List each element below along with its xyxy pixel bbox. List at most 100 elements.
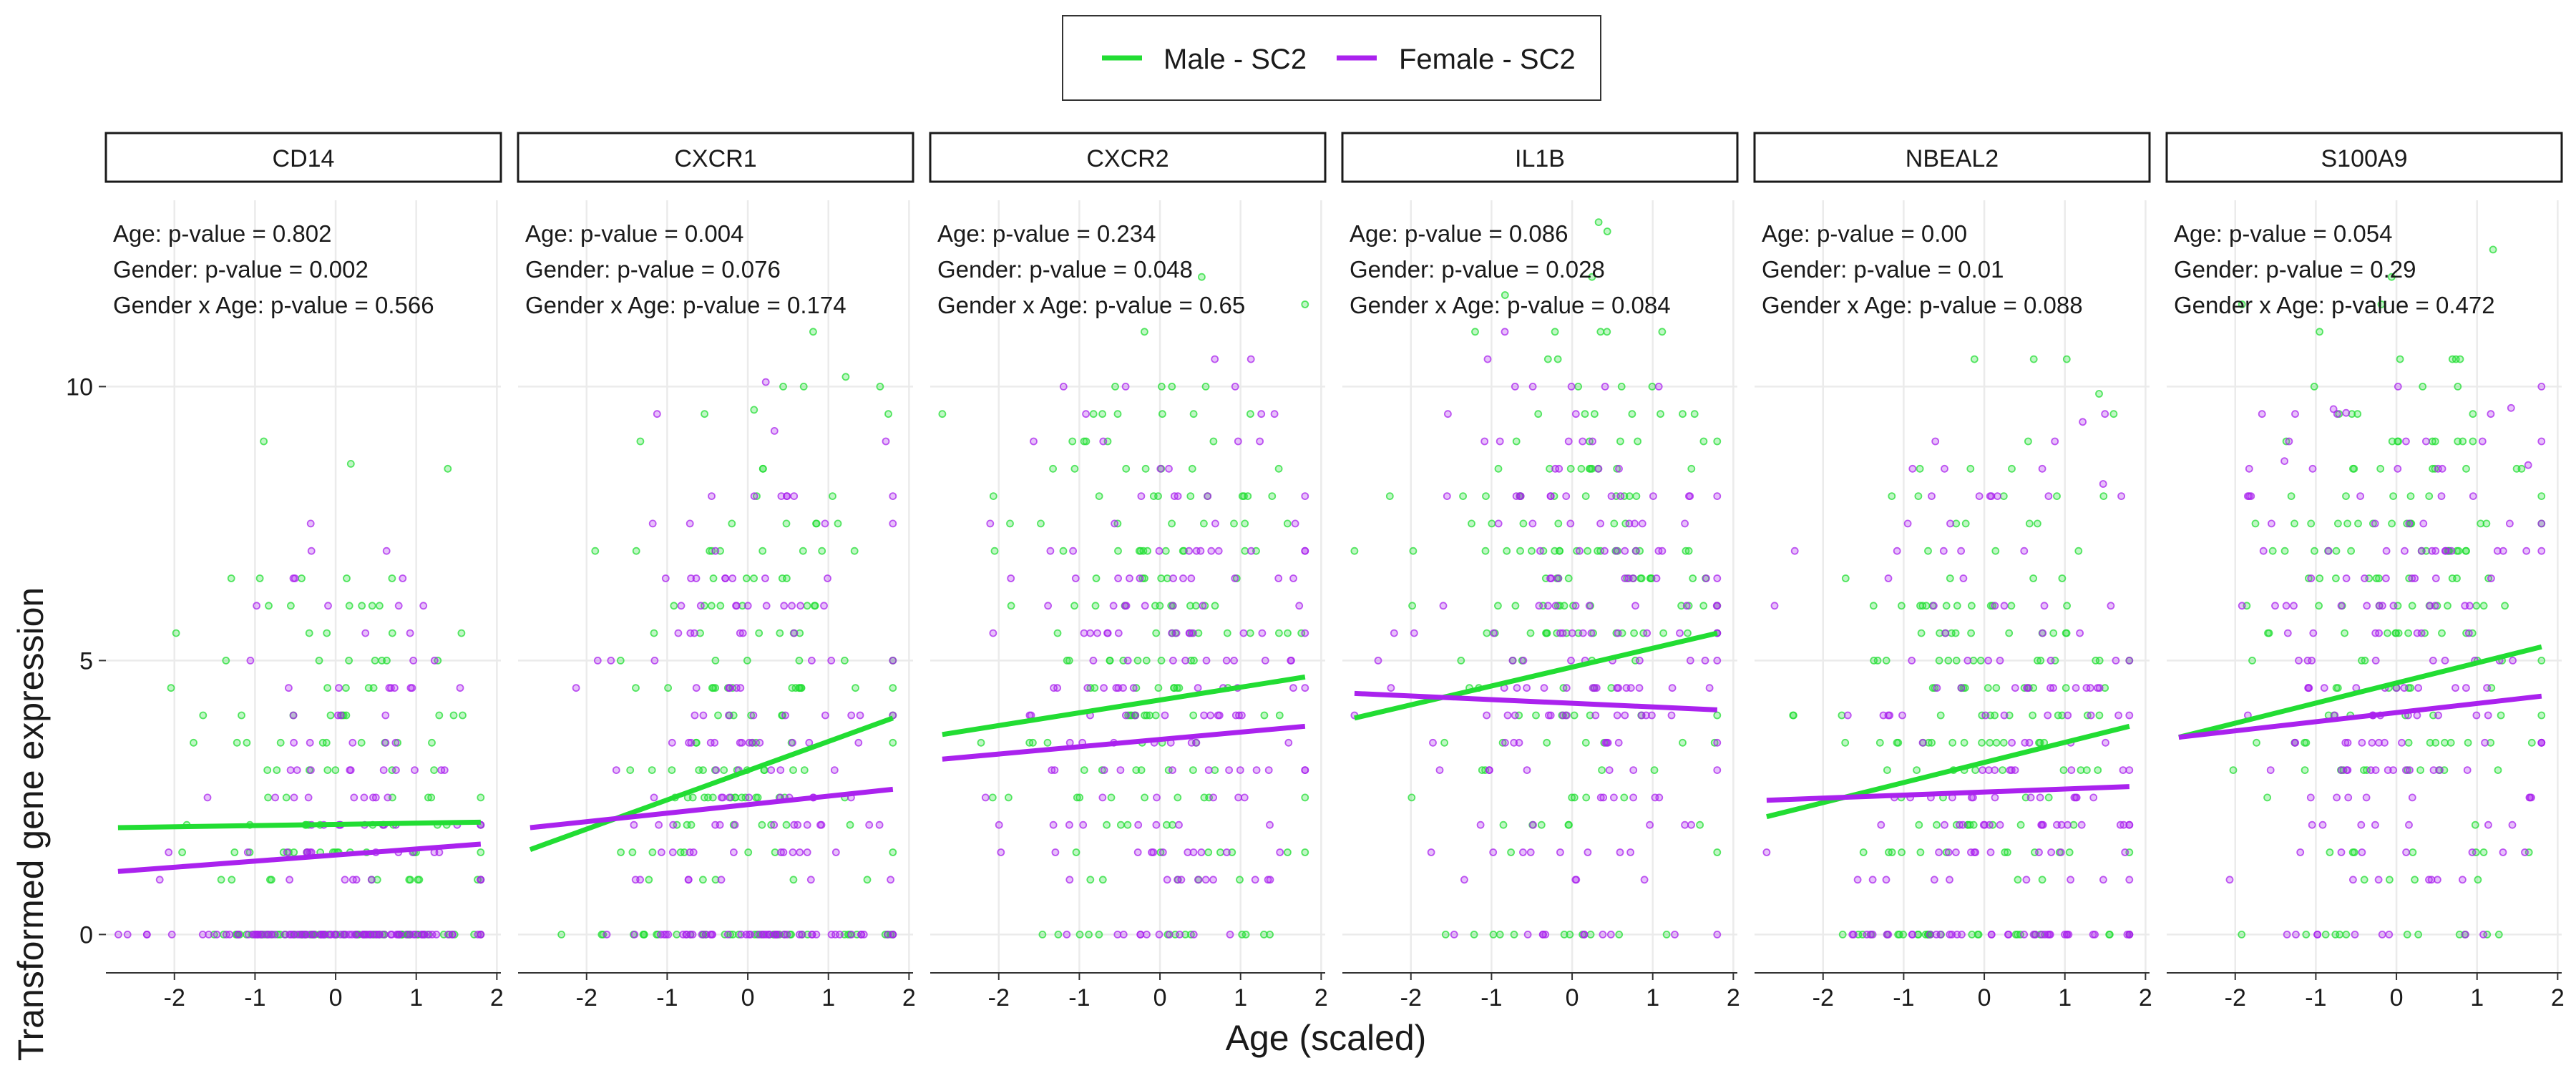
point-female [2405,820,2413,829]
point-male [2105,931,2114,939]
point-male [1992,684,2001,692]
point-female [1202,657,1211,665]
point-male [1935,657,1943,665]
point-female [1946,931,1954,939]
point-female [2245,464,2253,473]
point-male [1284,629,1292,637]
p-value-annotation: Gender: p-value = 0.028 [1350,256,1605,283]
point-male [2229,766,2238,774]
point-female [293,931,302,939]
legend-label-male: Male - SC2 [1163,44,1307,75]
point-female [2484,711,2492,720]
point-male [2482,519,2491,528]
point-male [1123,820,1132,829]
point-female [686,519,694,528]
point-male [1157,574,1166,582]
point-female [1119,931,1128,939]
point-female [847,931,856,939]
x-tick-label: -1 [1068,984,1090,1011]
point-female [2537,519,2546,528]
point-female [1991,793,1999,802]
point-female [1435,766,1444,774]
point-female [607,657,615,665]
point-male [1161,547,1170,555]
point-female [685,738,693,747]
point-female [2047,848,2056,856]
point-male [1632,492,1641,500]
point-male [1483,629,1491,637]
point-male [331,766,340,774]
point-female [2079,418,2087,426]
point-female [270,931,279,939]
point-female [731,820,739,829]
point-male [1894,931,1903,939]
point-male [2489,245,2497,254]
point-male [1189,410,1198,418]
point-female [2324,547,2333,555]
point-male [789,876,798,884]
point-female [1153,793,1161,802]
point-female [1975,492,1984,500]
point-female [1114,629,1123,637]
point-male [1187,657,1195,665]
point-male [2302,931,2311,939]
point-male [1488,519,1496,528]
point-female [1541,931,1550,939]
point-female [2461,931,2469,939]
point-female [794,820,802,829]
point-female [2290,602,2298,610]
point-female [2363,602,2371,610]
point-female [2020,931,2029,939]
point-male [1581,492,1590,500]
x-tick-label: -2 [988,984,1010,1011]
point-male [648,766,656,774]
point-female [1114,574,1122,582]
point-male [1507,848,1516,856]
point-female [1194,876,1202,884]
point-male [2095,711,2104,720]
point-female [1483,711,1491,720]
point-male [720,766,728,774]
point-male [1713,437,1722,446]
point-female [668,848,677,856]
point-female [2402,848,2411,856]
point-male [1496,931,1504,939]
point-female [2417,547,2426,555]
point-female [887,876,894,884]
point-male [1489,931,1498,939]
point-male [1091,602,1100,610]
point-female [1134,820,1143,829]
point-male [1007,602,1015,610]
point-female [1231,574,1239,582]
point-female [1429,738,1437,747]
point-female [817,820,826,829]
point-female [375,931,384,939]
point-male [2464,738,2472,747]
point-female [806,876,815,884]
point-male [1684,629,1692,637]
point-female [1289,574,1297,582]
point-female [1257,410,1266,418]
point-female [2429,766,2438,774]
point-male [318,738,327,747]
point-male [716,602,725,610]
point-female [777,492,786,500]
point-female [2493,547,2502,555]
point-female [2524,461,2532,469]
point-female [2295,657,2303,665]
point-female [2020,547,2029,555]
point-male [2537,711,2546,720]
point-male [238,711,245,720]
point-female [847,711,856,720]
point-female [767,766,776,774]
point-female [2107,602,2115,610]
point-female [2472,711,2481,720]
point-female [1231,383,1239,391]
point-male [1615,931,1624,939]
point-male [1648,383,1657,391]
point-female [2400,684,2409,692]
point-female [1584,848,1592,856]
point-male [190,738,197,747]
point-male [1551,328,1559,336]
point-female [1048,766,1056,774]
